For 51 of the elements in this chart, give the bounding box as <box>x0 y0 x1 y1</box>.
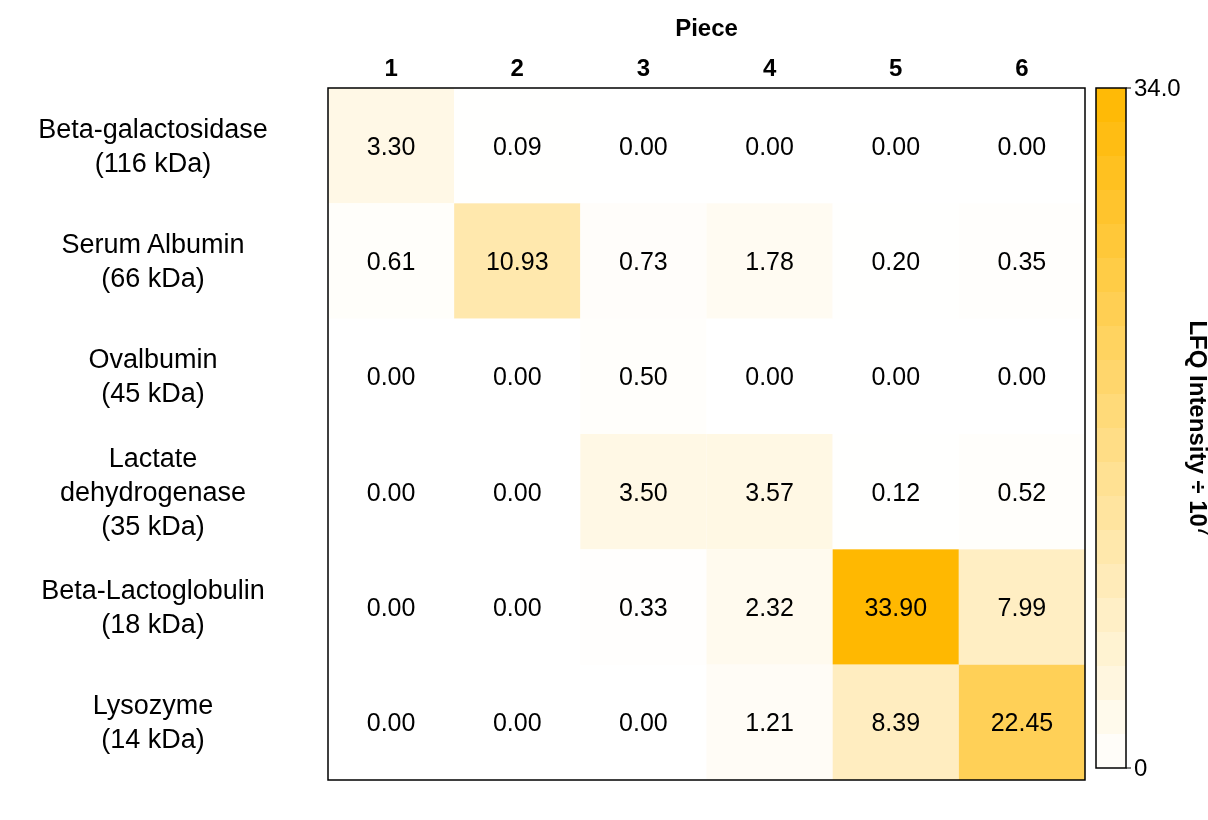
data-label: 0.00 <box>871 131 921 160</box>
data-label: 0.00 <box>492 708 542 737</box>
data-label: 0.12 <box>871 477 921 506</box>
data-label: 0.00 <box>366 362 416 391</box>
data-label: 0.00 <box>366 708 416 737</box>
color-bar-label: 34.0 <box>1134 74 1181 102</box>
data-label: 0.00 <box>366 593 416 621</box>
x-tick-label: 5 <box>889 54 903 81</box>
data-label: 0.35 <box>997 247 1047 275</box>
y-tick-label: Beta-galactosidase (116 kDa) <box>38 113 268 178</box>
data-label: 1.21 <box>745 708 794 737</box>
x-axis-title: Piece <box>675 14 738 41</box>
data-label: 0.61 <box>366 247 416 275</box>
y-tick-label: Beta-Lactoglobulin (18 kDa) <box>41 575 265 639</box>
data-label: 7.99 <box>997 593 1047 621</box>
y-tick-label: Ovalbumin (45 kDa) <box>88 344 218 409</box>
x-tick-label: 2 <box>510 54 524 81</box>
data-label: 0.00 <box>492 477 542 506</box>
data-label: 0.50 <box>619 362 668 391</box>
data-label: 3.57 <box>745 477 794 506</box>
data-label: 33.90 <box>864 593 928 621</box>
x-tick-label: 6 <box>1015 54 1029 81</box>
data-label: 0.00 <box>492 593 542 621</box>
data-label: 0.73 <box>619 247 668 275</box>
data-label: 1.78 <box>745 247 794 275</box>
x-tick-label: 3 <box>636 54 651 81</box>
data-label: 0.09 <box>492 131 542 160</box>
color-bar-label: 0 <box>1134 754 1148 782</box>
data-label: 22.45 <box>990 708 1054 737</box>
data-label: 0.20 <box>871 247 921 275</box>
data-label: 8.39 <box>871 708 921 737</box>
data-label: 0.00 <box>997 131 1047 160</box>
data-label: 0.00 <box>871 362 921 391</box>
data-label: 0.33 <box>619 593 668 621</box>
data-label: 0.00 <box>619 131 668 160</box>
y-tick-label: Lysozyme (14 kDa) <box>92 690 214 755</box>
x-tick-label: 1 <box>384 54 398 81</box>
data-label: 2.32 <box>745 593 794 621</box>
y-tick-label: Serum Albumin (66 kDa) <box>61 229 245 293</box>
data-label: 0.00 <box>997 362 1047 391</box>
data-label: 0.00 <box>745 362 794 391</box>
data-label: 0.00 <box>619 708 668 737</box>
data-label: 3.30 <box>366 131 416 160</box>
data-label: 3.50 <box>619 477 668 506</box>
data-label: 0.00 <box>366 477 416 506</box>
data-label: 0.00 <box>745 131 794 160</box>
data-label: 0.00 <box>492 362 542 391</box>
x-tick-label: 4 <box>762 54 777 81</box>
y-tick-label: Lactate dehydrogenase (35 kDa) <box>59 442 247 541</box>
data-label: 10.93 <box>485 247 549 275</box>
data-label: 0.52 <box>997 477 1047 506</box>
